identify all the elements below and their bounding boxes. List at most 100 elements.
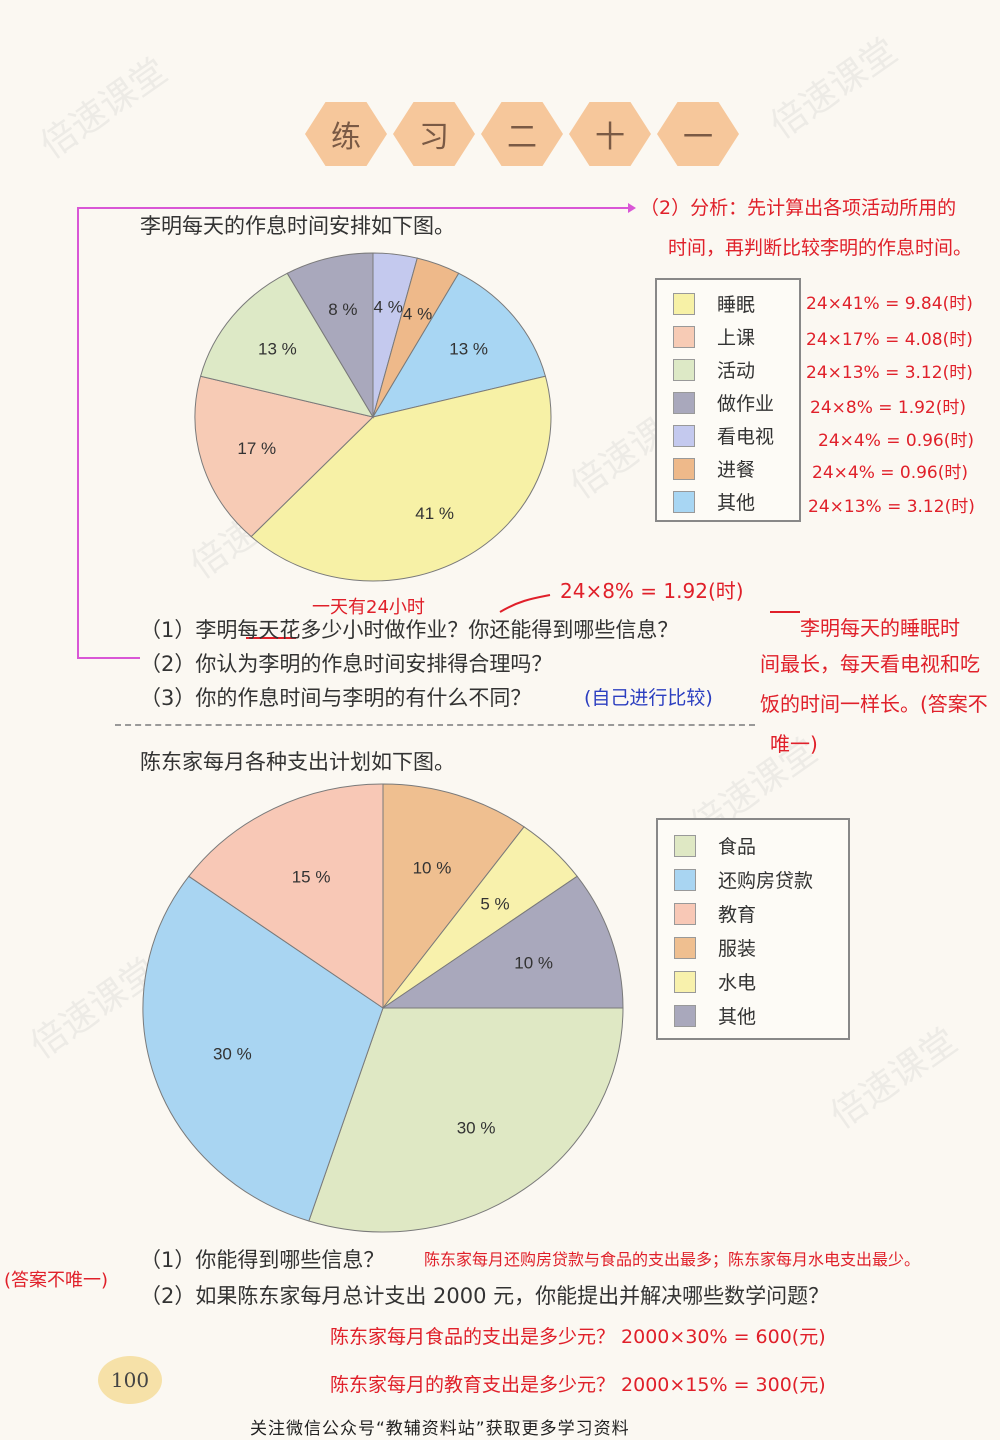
legend-item: 看电视 bbox=[673, 422, 774, 449]
legend-item: 进餐 bbox=[673, 455, 755, 482]
pie-slice-上课 bbox=[194, 375, 374, 538]
calc-other: 24×13% = 3.12(时) bbox=[808, 497, 975, 517]
answer-line-3: 饭的时间一样长。(答案不 bbox=[760, 692, 988, 716]
legend-label: 活动 bbox=[717, 360, 756, 382]
legend-swatch bbox=[674, 936, 696, 959]
calc-homework: 24×8% = 1.92(时) bbox=[810, 398, 967, 418]
legend-label: 其他 bbox=[718, 1006, 757, 1028]
pie-slice-其他 bbox=[371, 272, 547, 418]
page-number: 100 bbox=[110, 1368, 150, 1392]
slice-label: 4 % bbox=[403, 304, 432, 323]
legend-item: 还购房贷款 bbox=[674, 866, 813, 893]
legend-swatch bbox=[674, 1004, 696, 1027]
legend-label: 进餐 bbox=[717, 459, 756, 481]
legend-label: 睡眠 bbox=[717, 294, 756, 316]
legend-swatch bbox=[673, 358, 695, 381]
annotation-bracket bbox=[77, 203, 800, 659]
legend-swatch bbox=[673, 424, 695, 447]
legend-item: 上课 bbox=[673, 323, 755, 350]
legend-item: 食品 bbox=[674, 832, 756, 859]
pie-slice-睡眠 bbox=[250, 375, 552, 582]
section2-intro: 陈东家每月各种支出计划如下图。 bbox=[140, 750, 455, 774]
slice-label: 8 % bbox=[328, 300, 357, 319]
calc-class: 24×17% = 4.08(时) bbox=[806, 330, 973, 350]
side-note: (答案不唯一) bbox=[4, 1270, 109, 1291]
section1-intro: 李明每天的作息时间安排如下图。 bbox=[140, 214, 455, 238]
pie-slice-还购房贷款 bbox=[142, 875, 384, 1222]
sleep-schedule-pie-chart: 4 % 4 % 13 % 41 % 17 % 13 % 8 % bbox=[194, 252, 552, 582]
legend-label: 服装 bbox=[718, 938, 757, 960]
answer-line-1: 李明每天的睡眠时 bbox=[800, 616, 960, 640]
calc-activity: 24×13% = 3.12(时) bbox=[806, 363, 973, 383]
pie-slice-服装 bbox=[382, 783, 525, 1010]
section2-question-1: （1）你能得到哪些信息？ bbox=[140, 1248, 385, 1272]
legend-swatch bbox=[674, 868, 696, 891]
section1-question-3: （3）你的作息时间与李明的有什么不同？ bbox=[140, 686, 532, 710]
answer-line-2: 间最长，每天看电视和吃 bbox=[760, 652, 980, 676]
pie-slice-做作业 bbox=[286, 252, 374, 419]
section1-question-1: （1）李明每天花多少小时做作业？你还能得到哪些信息？ bbox=[140, 618, 679, 642]
legend-swatch bbox=[674, 834, 696, 857]
legend-item: 活动 bbox=[673, 356, 755, 383]
slice-label: 15 % bbox=[292, 867, 331, 886]
day-hours-note: 一天有24小时 bbox=[312, 597, 425, 618]
slice-label: 30 % bbox=[457, 1119, 496, 1138]
problem-1: 陈东家每月食品的支出是多少元？ 2000×30% = 600(元) bbox=[330, 1326, 826, 1348]
legend-label: 教育 bbox=[718, 904, 757, 926]
slice-label: 13 % bbox=[449, 340, 488, 359]
chart2-legend: 食品 还购房贷款 教育 服装 水电 其他 bbox=[656, 818, 850, 1040]
calc-meal: 24×4% = 0.96(时) bbox=[812, 463, 969, 483]
answer-line-4: 唯一) bbox=[770, 732, 818, 756]
calc-tv: 24×4% = 0.96(时) bbox=[818, 431, 975, 451]
calc-sleep: 24×41% = 9.84(时) bbox=[806, 294, 973, 314]
analysis-note-1: （2）分析：先计算出各项活动所用的 bbox=[640, 197, 957, 219]
legend-label: 上课 bbox=[717, 327, 756, 349]
section-divider bbox=[115, 724, 755, 726]
legend-item: 其他 bbox=[673, 488, 755, 515]
legend-label: 水电 bbox=[718, 972, 757, 994]
section1-question-2: （2）你认为李明的作息时间安排得合理吗？ bbox=[140, 652, 553, 676]
legend-item: 服装 bbox=[674, 934, 756, 961]
title-hex: 十 bbox=[569, 102, 651, 166]
slice-label: 41 % bbox=[415, 504, 454, 523]
analysis-note-2: 时间，再判断比较李明的作息时间。 bbox=[668, 237, 973, 259]
homework-calc: 24×8% = 1.92(时) bbox=[560, 579, 744, 603]
legend-swatch bbox=[673, 292, 695, 315]
legend-swatch bbox=[674, 902, 696, 925]
legend-label: 其他 bbox=[717, 492, 756, 514]
footer-note: 关注微信公众号“教辅资料站”获取更多学习资料 bbox=[250, 1419, 630, 1439]
legend-swatch bbox=[673, 490, 695, 513]
legend-item: 水电 bbox=[674, 968, 756, 995]
slice-label: 30 % bbox=[213, 1045, 252, 1064]
legend-swatch bbox=[673, 391, 695, 414]
page-number-badge: 100 bbox=[98, 1356, 162, 1404]
legend-swatch bbox=[674, 970, 696, 993]
slice-label: 4 % bbox=[374, 297, 403, 316]
slice-label: 17 % bbox=[237, 439, 276, 458]
legend-swatch bbox=[673, 457, 695, 480]
legend-label: 食品 bbox=[718, 836, 757, 858]
legend-label: 还购房贷款 bbox=[718, 870, 814, 892]
legend-label: 做作业 bbox=[717, 393, 775, 415]
legend-swatch bbox=[673, 325, 695, 348]
section2-question-2: （2）如果陈东家每月总计支出 2000 元，你能提出并解决哪些数学问题？ bbox=[140, 1284, 830, 1308]
legend-item: 教育 bbox=[674, 900, 756, 927]
legend-item: 做作业 bbox=[673, 389, 774, 416]
pie-slice-教育 bbox=[188, 783, 384, 1009]
chart1-legend: 睡眠 上课 活动 做作业 看电视 进餐 其他 bbox=[655, 278, 801, 522]
slice-label: 10 % bbox=[514, 953, 553, 972]
slice-label: 10 % bbox=[413, 858, 452, 877]
problem-2: 陈东家每月的教育支出是多少元？ 2000×15% = 300(元) bbox=[330, 1374, 826, 1396]
pie-slice-活动 bbox=[199, 272, 375, 418]
legend-item: 睡眠 bbox=[673, 290, 755, 317]
info-answer: 陈东家每月还购房贷款与食品的支出最多；陈东家每月水电支出最少。 bbox=[424, 1250, 921, 1269]
pie-slice-食品 bbox=[308, 1007, 624, 1233]
compare-note: (自己进行比较) bbox=[584, 687, 713, 709]
legend-item: 其他 bbox=[674, 1002, 756, 1029]
pie-slice-其他 bbox=[381, 875, 624, 1009]
slice-label: 5 % bbox=[480, 894, 509, 913]
expense-pie-chart: 10 % 5 % 10 % 30 % 30 % 15 % bbox=[142, 783, 624, 1233]
title-hex: 一 bbox=[657, 102, 739, 166]
slice-label: 13 % bbox=[258, 340, 297, 359]
legend-label: 看电视 bbox=[717, 426, 775, 448]
